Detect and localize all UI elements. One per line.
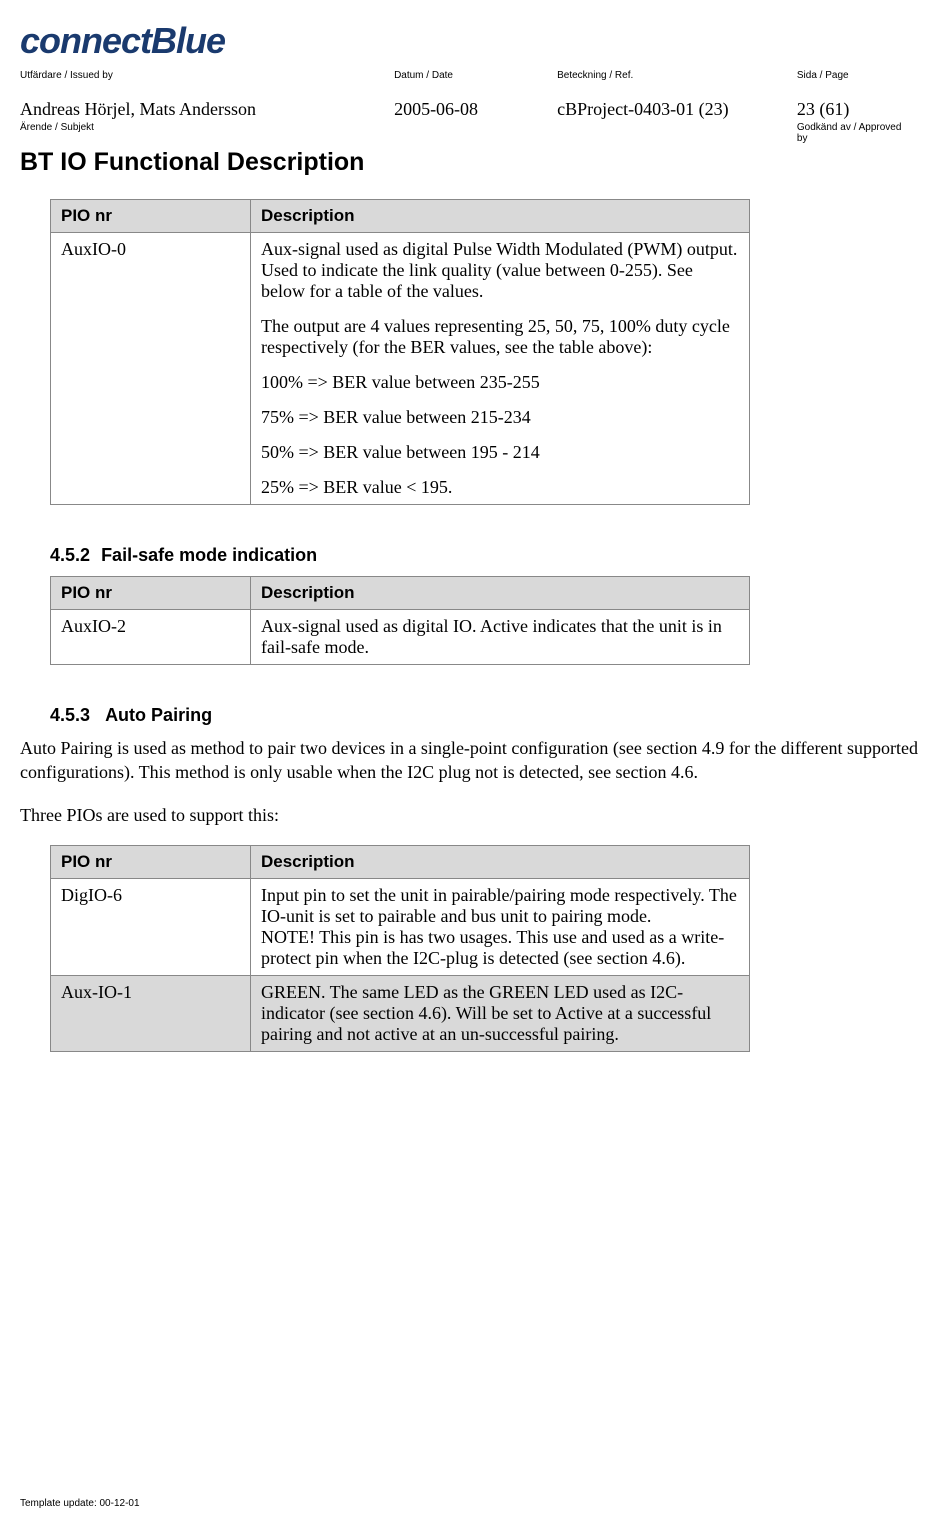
heading-453: 4.5.3 Auto Pairing <box>50 705 912 726</box>
value-page: 23 (61) <box>797 99 912 120</box>
logo: connectBlue <box>20 20 912 62</box>
header-labels-row: Utfärdare / Issued by Datum / Date Betec… <box>20 70 912 81</box>
desc-p1: Aux-signal used as digital Pulse Width M… <box>261 239 739 302</box>
table-row: AuxIO-0 Aux-signal used as digital Pulse… <box>51 233 750 505</box>
heading-text: Auto Pairing <box>105 705 212 725</box>
table-failsafe: PIO nr Description AuxIO-2 Aux-signal us… <box>50 576 750 665</box>
label-page: Sida / Page <box>797 70 912 81</box>
value-date: 2005-06-08 <box>394 99 557 120</box>
table-row: Aux-IO-1 GREEN. The same LED as the GREE… <box>51 975 750 1051</box>
value-issued-by: Andreas Hörjel, Mats Andersson <box>20 99 394 120</box>
cell-pio: AuxIO-2 <box>51 610 251 665</box>
table-row: DigIO-6 Input pin to set the unit in pai… <box>51 878 750 975</box>
th-pio: PIO nr <box>51 200 251 233</box>
logo-text: connectBlue <box>20 20 225 61</box>
heading-text: Fail-safe mode indication <box>101 545 317 565</box>
desc-p6: 25% => BER value < 195. <box>261 477 739 498</box>
table-auxio0: PIO nr Description AuxIO-0 Aux-signal us… <box>50 199 750 505</box>
heading-num: 4.5.2 <box>50 545 90 565</box>
th-pio: PIO nr <box>51 577 251 610</box>
desc-p3: 100% => BER value between 235-255 <box>261 372 739 393</box>
th-desc: Description <box>251 845 750 878</box>
cell-desc: Aux-signal used as digital Pulse Width M… <box>251 233 750 505</box>
content-area: PIO nr Description AuxIO-0 Aux-signal us… <box>20 199 912 1052</box>
desc-p2: The output are 4 values representing 25,… <box>261 316 739 358</box>
page-title: BT IO Functional Description <box>20 148 912 177</box>
header-values-row: Andreas Hörjel, Mats Andersson 2005-06-0… <box>20 99 912 120</box>
th-desc: Description <box>251 200 750 233</box>
cell-desc: Input pin to set the unit in pairable/pa… <box>251 878 750 975</box>
cell-pio: AuxIO-0 <box>51 233 251 505</box>
cell-desc: Aux-signal used as digital IO. Active in… <box>251 610 750 665</box>
desc-p5: 50% => BER value between 195 - 214 <box>261 442 739 463</box>
cell-pio: DigIO-6 <box>51 878 251 975</box>
body-p2: Three PIOs are used to support this: <box>20 803 932 827</box>
cell-desc: GREEN. The same LED as the GREEN LED use… <box>251 975 750 1051</box>
table-autopairing: PIO nr Description DigIO-6 Input pin to … <box>50 845 750 1052</box>
desc-p4: 75% => BER value between 215-234 <box>261 407 739 428</box>
value-ref: cBProject-0403-01 (23) <box>557 99 797 120</box>
th-pio: PIO nr <box>51 845 251 878</box>
footer-text: Template update: 00-12-01 <box>20 1498 140 1509</box>
label-issued-by: Utfärdare / Issued by <box>20 70 394 81</box>
heading-452: 4.5.2 Fail-safe mode indication <box>50 545 912 566</box>
label-subject: Ärende / Subjekt <box>20 122 797 144</box>
label-ref: Beteckning / Ref. <box>557 70 797 81</box>
th-desc: Description <box>251 577 750 610</box>
table-row: AuxIO-2 Aux-signal used as digital IO. A… <box>51 610 750 665</box>
body-p1: Auto Pairing is used as method to pair t… <box>20 736 932 785</box>
header-sub-row: Ärende / Subjekt Godkänd av / Approved b… <box>20 122 912 144</box>
heading-num: 4.5.3 <box>50 705 90 725</box>
cell-pio: Aux-IO-1 <box>51 975 251 1051</box>
label-date: Datum / Date <box>394 70 557 81</box>
label-approved: Godkänd av / Approved by <box>797 122 912 144</box>
